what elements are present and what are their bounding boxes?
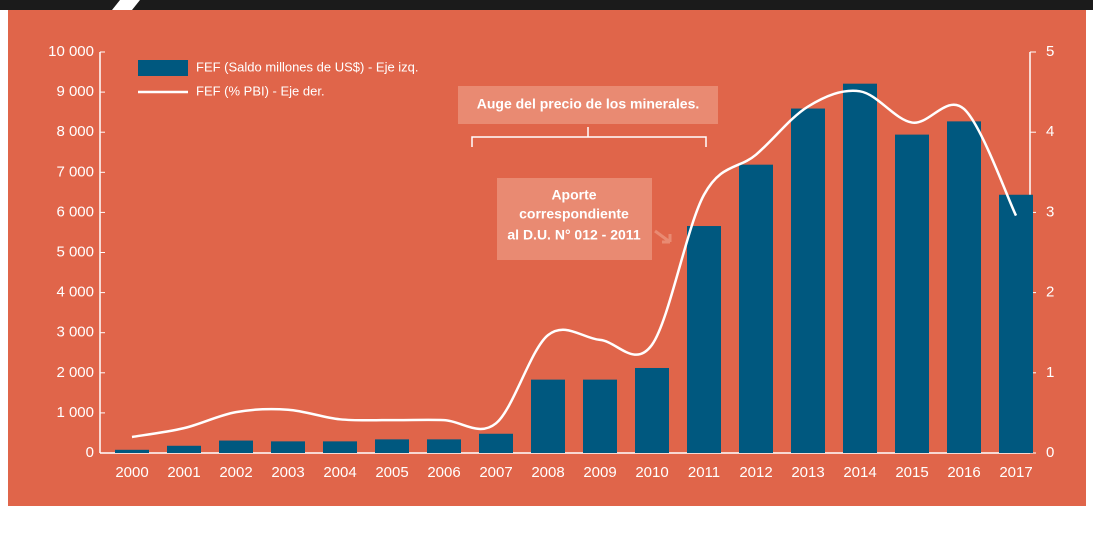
x-tick-label: 2002 [219,464,252,481]
y-tick-label: 6 000 [56,203,94,220]
annotation: Auge del precio de los minerales. [477,96,700,112]
x-tick-label: 2004 [323,464,356,481]
x-tick-label: 2014 [843,464,876,481]
line [131,89,1018,439]
top-band [0,0,1093,10]
bar [583,379,617,453]
y-tick-label: 2 000 [56,364,94,381]
bar [479,433,513,453]
x-tick-label: 2003 [271,464,304,481]
x-tick-label: 2000 [115,464,148,481]
x-tick-label: 2001 [167,464,200,481]
x-tick-label: 2007 [479,464,512,481]
bar [271,441,305,453]
legend-swatch [138,60,188,76]
x-tick-label: 2010 [635,464,668,481]
y2-tick-label: 0 [1046,444,1054,461]
y-tick-label: 4 000 [56,284,94,301]
y-tick-label: 8 000 [56,123,94,140]
bar [739,164,773,453]
x-tick-label: 2017 [999,464,1032,481]
x-tick-label: 2012 [739,464,772,481]
legend-label: FEF (% PBI) - Eje der. [196,83,325,98]
bar [791,108,825,453]
annotation: correspondiente [519,206,629,222]
y-tick-label: 3 000 [56,324,94,341]
y2-tick-label: 5 [1046,43,1054,60]
y-tick-label: 7 000 [56,163,94,180]
bar [167,445,201,453]
x-tick-label: 2006 [427,464,460,481]
bar [375,439,409,453]
annotation: Aporte [551,187,596,203]
bar [219,440,253,453]
bar [635,367,669,453]
y2-tick-label: 3 [1046,203,1054,220]
x-tick-label: 2005 [375,464,408,481]
arrow [654,229,672,244]
annotation-box [458,86,718,124]
annotation: al D.U. N° 012 - 2011 [507,227,640,243]
annotation-box [497,178,652,260]
x-tick-label: 2009 [583,464,616,481]
bar [895,134,929,453]
y2-tick-label: 4 [1046,123,1054,140]
bracket [471,127,707,147]
y-tick-label: 5 000 [56,243,94,260]
y-tick-label: 0 [86,444,94,461]
x-tick-label: 2011 [688,464,720,481]
y2-tick-label: 2 [1046,284,1054,301]
y2-tick-label: 1 [1046,364,1054,381]
bar [427,439,461,453]
bar [999,194,1033,454]
x-tick-label: 2008 [531,464,564,481]
top-notch [112,0,140,10]
y-tick-label: 9 000 [56,83,94,100]
y-tick-label: 1 000 [56,404,94,421]
bar [947,121,981,454]
bar [687,226,721,453]
x-tick-label: 2013 [791,464,824,481]
x-tick-label: 2016 [947,464,980,481]
legend-label: FEF (Saldo millones de US$) - Eje izq. [196,59,419,74]
y-tick-label: 10 000 [48,43,94,60]
bar [531,379,565,453]
bar [115,449,149,453]
bar [843,83,877,453]
x-tick-label: 2015 [895,464,928,481]
bar [323,441,357,453]
